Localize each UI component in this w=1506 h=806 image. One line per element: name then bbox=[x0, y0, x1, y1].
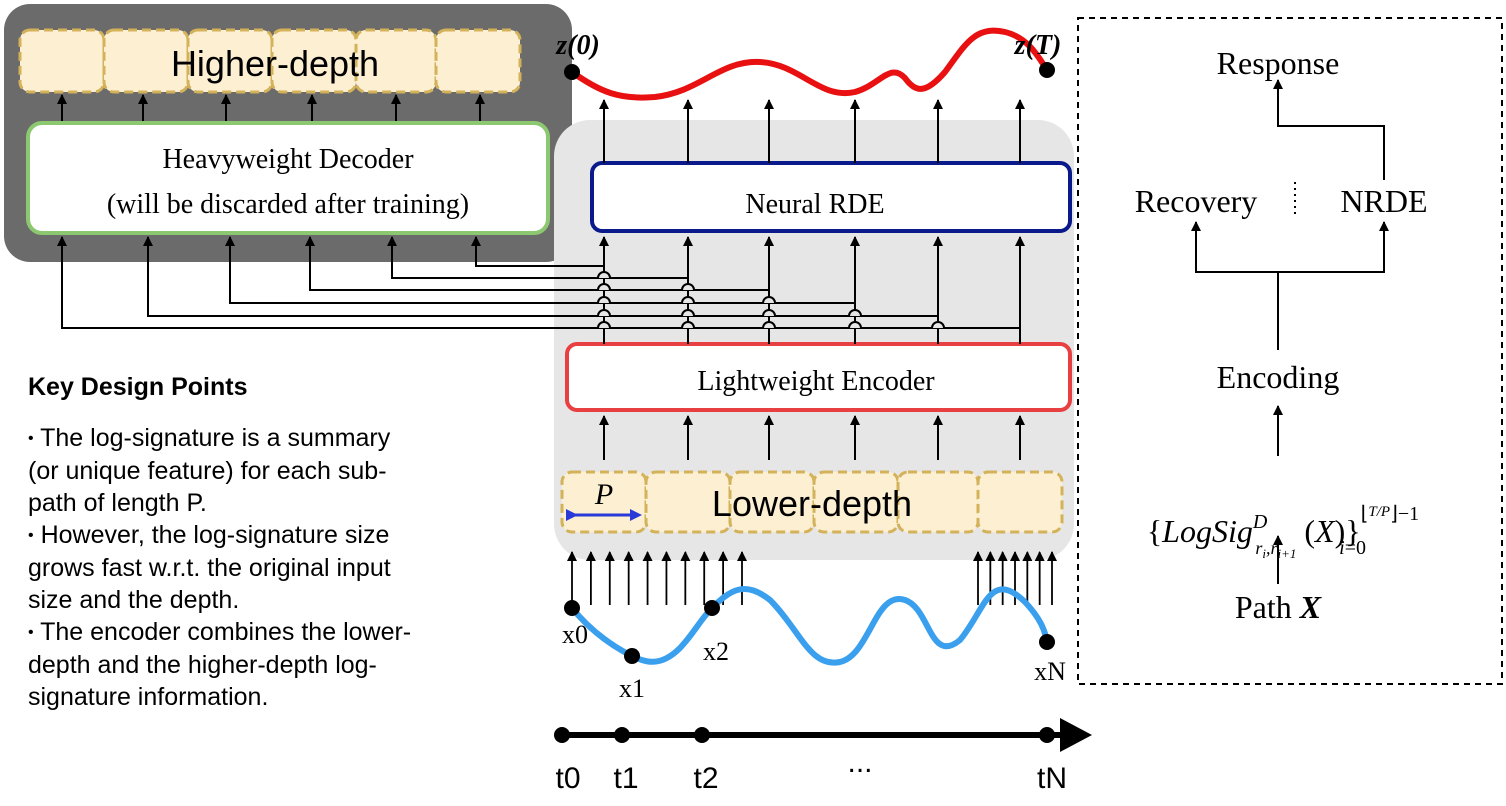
recovery-label: Recovery bbox=[1135, 183, 1258, 219]
ellipsis-label: ... bbox=[847, 746, 872, 779]
lower-depth-block bbox=[896, 470, 980, 534]
z0-point bbox=[564, 64, 580, 80]
z0-label: z(0) bbox=[555, 30, 600, 61]
time-axis-arrowhead bbox=[1060, 718, 1092, 752]
neural-rde-label: Neural RDE bbox=[745, 189, 884, 220]
p-label: P bbox=[594, 478, 613, 511]
design-point-2-text: However, the log-signature size grows fa… bbox=[28, 521, 391, 614]
logsig-formula: {LogSigD ri,ri+1 (X)}⌊T/P⌋−1 i=0 bbox=[1147, 503, 1419, 561]
tN-tick bbox=[1039, 727, 1055, 743]
decoder-up-arrows bbox=[57, 94, 485, 122]
nrde-label: NRDE bbox=[1340, 183, 1427, 219]
right-panel bbox=[1077, 17, 1503, 685]
t0-tick bbox=[554, 727, 570, 743]
tN-label: tN bbox=[1037, 762, 1067, 795]
x2-label: x2 bbox=[703, 637, 729, 666]
t1-label: t1 bbox=[613, 762, 638, 795]
x0-label: x0 bbox=[562, 620, 588, 649]
heavyweight-decoder-box bbox=[26, 121, 550, 235]
design-point-1-text: The log-signature is a summary (or uniqu… bbox=[28, 424, 391, 517]
neural-rde-box bbox=[590, 161, 1072, 233]
lightweight-encoder-box bbox=[565, 342, 1072, 412]
lower-to-encoder-arrows bbox=[599, 415, 1025, 460]
higher-depth-block bbox=[354, 28, 438, 94]
x-path-curve bbox=[569, 586, 1050, 666]
z-trajectory-curve bbox=[570, 27, 1050, 101]
line-hops bbox=[597, 271, 945, 329]
higher-depth-block bbox=[18, 28, 106, 94]
decoder-subtitle: (will be discarded after training) bbox=[107, 189, 469, 220]
x0-point bbox=[564, 600, 580, 616]
lower-depth-block bbox=[976, 470, 1064, 534]
zT-point bbox=[1039, 62, 1055, 78]
t2-tick bbox=[694, 727, 710, 743]
right-flow-arrows bbox=[1191, 79, 1389, 584]
response-label: Response bbox=[1217, 45, 1340, 81]
xN-point bbox=[1039, 634, 1055, 650]
encoder-label: Lightweight Encoder bbox=[697, 366, 935, 397]
design-point-2: • However, the log-signature size grows … bbox=[28, 521, 391, 614]
design-point-1: • The log-signature is a summary (or uni… bbox=[28, 424, 391, 517]
t1-tick bbox=[614, 727, 630, 743]
higher-depth-blocks bbox=[18, 28, 522, 94]
rde-to-z-arrows bbox=[599, 99, 1025, 163]
t0-label: t0 bbox=[555, 762, 580, 795]
t2-label: t2 bbox=[693, 762, 718, 795]
design-point-3: • The encoder combines the lower- depth … bbox=[28, 618, 412, 711]
higher-depth-label: Higher-depth bbox=[171, 43, 379, 84]
design-points-title: Key Design Points bbox=[28, 373, 248, 401]
x1-label: x1 bbox=[619, 674, 645, 703]
key-design-points: Key Design Points • The log-signature is… bbox=[28, 372, 528, 713]
x1-point bbox=[624, 648, 640, 664]
path-label: Path X bbox=[1235, 589, 1322, 625]
encoding-label: Encoding bbox=[1217, 359, 1340, 395]
higher-depth-block bbox=[434, 28, 522, 94]
xN-label: xN bbox=[1034, 657, 1066, 686]
decoder-title: Heavyweight Decoder bbox=[162, 144, 414, 175]
lower-depth-label: Lower-depth bbox=[712, 483, 912, 524]
zT-label: z(T) bbox=[1014, 30, 1062, 61]
design-point-3-text: The encoder combines the lower- depth an… bbox=[28, 618, 412, 711]
x2-point bbox=[704, 600, 720, 616]
